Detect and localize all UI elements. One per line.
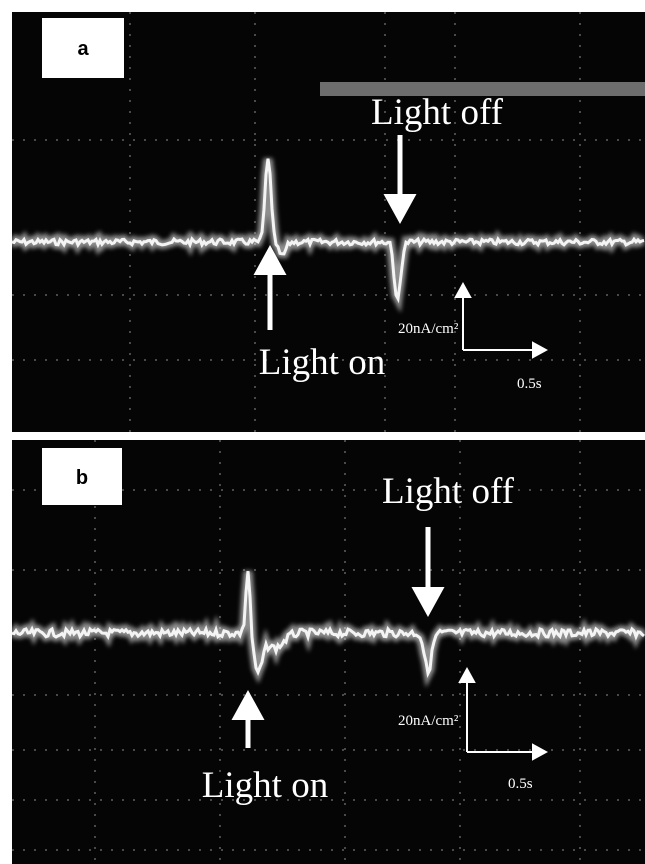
scale-current-label: 20nA/cm² — [398, 713, 459, 729]
panel-label: b — [76, 467, 88, 489]
light-on-label: Light on — [202, 765, 328, 806]
light-off-label: Light off — [382, 471, 515, 512]
figure: a Light off Light on 20nA/cm² 0.5s b Lig… — [0, 0, 645, 864]
panel-label: a — [77, 38, 89, 60]
scale-time-label: 0.5s — [508, 776, 533, 792]
scale-current-label: 20nA/cm² — [398, 321, 459, 337]
scale-time-label: 0.5s — [517, 376, 542, 392]
light-off-label: Light off — [371, 92, 504, 133]
light-on-label: Light on — [259, 342, 385, 383]
